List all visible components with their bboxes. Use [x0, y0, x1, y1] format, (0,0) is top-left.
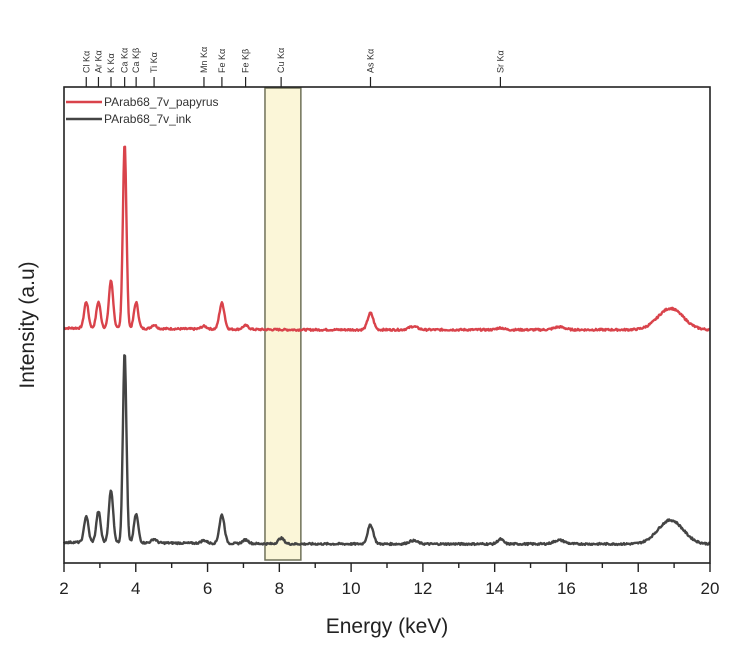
legend-label: PArab68_7v_papyrus [104, 95, 219, 109]
element-marker-label: As Kα [365, 49, 375, 73]
x-axis-title: Energy (keV) [326, 615, 449, 638]
element-marker-label: Ca Kα [120, 48, 130, 73]
x-tick-label: 16 [557, 579, 576, 598]
plot-frame [63, 86, 711, 564]
x-tick-label: 2 [59, 579, 68, 598]
legend: PArab68_7v_papyrus PArab68_7v_ink [66, 95, 219, 126]
element-marker-label: Fe Kβ [241, 49, 251, 73]
series-lines [62, 145, 711, 547]
y-axis-title: Intensity (a.u) [16, 261, 39, 388]
plot-border [63, 86, 711, 564]
cu-highlight-region [264, 87, 302, 561]
element-marker-label: Cl Kα [81, 51, 91, 73]
x-tick-label: 10 [342, 579, 361, 598]
element-markers: Cl Kα Ar Kα K Kα Ca Kα Ca Kβ Ti Kα Mn Kα Fe Kα F… [81, 47, 505, 87]
x-tick-label: 4 [131, 579, 140, 598]
x-tick-label: 18 [629, 579, 648, 598]
legend-label: PArab68_7v_ink [104, 112, 192, 126]
x-tick-label: 6 [203, 579, 212, 598]
element-marker-label: Cu Kα [276, 48, 286, 73]
x-tick-label: 20 [701, 579, 720, 598]
series-line-papyrus [63, 145, 711, 332]
element-marker-label: Sr Kα [495, 50, 505, 73]
x-tick-label: 8 [275, 579, 284, 598]
element-marker-label: Ar Kα [93, 50, 103, 73]
element-marker-label: Mn Kα [199, 47, 209, 73]
element-marker-label: Ca Kβ [131, 48, 141, 73]
element-marker-label: K Kα [106, 53, 116, 73]
x-axis: 2 4 6 8 10 12 14 16 18 20 [59, 563, 719, 598]
series-line-ink [62, 354, 711, 547]
element-marker-label: Ti Kα [149, 52, 159, 73]
x-tick-label: 12 [413, 579, 432, 598]
x-tick-label: 14 [485, 579, 504, 598]
highlight-rect [264, 87, 302, 561]
element-marker-label: Fe Kα [217, 49, 227, 73]
